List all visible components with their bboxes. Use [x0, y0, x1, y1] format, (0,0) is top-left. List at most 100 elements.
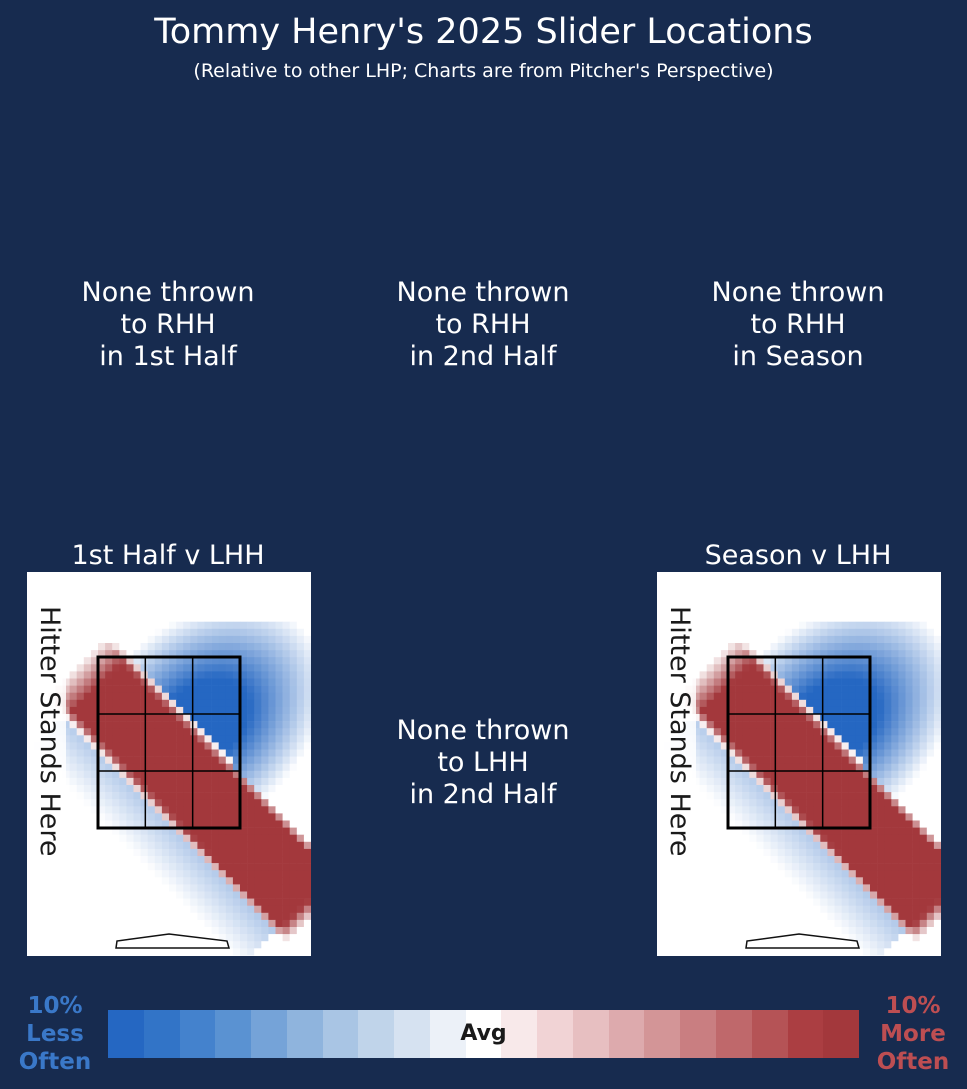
heatmap-cell: [870, 572, 878, 580]
heatmap-cell: [240, 898, 248, 906]
heatmap-cell: [841, 770, 849, 779]
heatmap-cell: [713, 614, 722, 622]
heatmap-cell: [877, 593, 885, 601]
heatmap-cell: [820, 948, 828, 956]
heatmap-cell: [147, 635, 156, 644]
heatmap-cell: [891, 863, 899, 871]
heatmap-cell: [891, 919, 899, 928]
heatmap-cell: [105, 927, 113, 935]
heatmap-cell: [777, 657, 786, 665]
heatmap-cell: [41, 941, 49, 949]
heatmap-cell: [848, 714, 857, 722]
heatmap-cell: [218, 621, 227, 630]
heatmap-cell: [905, 841, 913, 850]
heatmap-cell: [169, 635, 177, 644]
heatmap-cell: [919, 579, 928, 587]
heatmap-cell: [791, 621, 800, 630]
heatmap-cell: [232, 671, 241, 679]
heatmap-cell: [728, 678, 736, 686]
heatmap-cell: [261, 628, 269, 637]
heatmap-cell: [76, 884, 85, 892]
heatmap-cell: [763, 863, 771, 871]
heatmap-cell: [720, 770, 729, 779]
heatmap-cell: [799, 607, 807, 615]
heatmap-cell: [699, 792, 707, 800]
heatmap-cell: [218, 643, 227, 651]
heatmap-cell: [105, 735, 113, 743]
heatmap-cell: [27, 905, 35, 914]
heatmap-cell: [777, 827, 786, 835]
heatmap-cell: [275, 607, 283, 615]
heatmap-cell: [791, 586, 800, 594]
heatmap-cell: [706, 927, 715, 935]
heatmap-cell: [27, 799, 35, 807]
heatmap-cell: [877, 827, 885, 835]
heatmap-cell: [678, 579, 686, 587]
heatmap-cell: [69, 621, 77, 630]
heatmap-cell: [211, 692, 219, 701]
heatmap-cell: [197, 955, 205, 956]
heatmap-cell: [303, 799, 311, 807]
heatmap-cell: [756, 699, 764, 708]
heatmap-cell: [275, 898, 283, 906]
heatmap-cell: [720, 919, 729, 928]
heatmap-cell: [282, 607, 290, 615]
heatmap-cell: [870, 749, 878, 757]
heatmap-cell: [820, 749, 828, 757]
heatmap-cell: [69, 905, 77, 914]
heatmap-cell: [48, 579, 56, 587]
heatmap-cell: [813, 614, 821, 622]
heatmap-cell: [76, 955, 85, 956]
heatmap-cell: [820, 848, 828, 857]
heatmap-cell: [834, 792, 842, 800]
heatmap-cell: [190, 877, 198, 885]
heatmap-cell: [891, 927, 899, 935]
heatmap-cell: [204, 912, 212, 921]
heatmap-cell: [813, 806, 821, 814]
heatmap-cell: [770, 806, 778, 814]
heatmap-cell: [69, 870, 77, 878]
heatmap-cell: [282, 685, 290, 693]
heatmap-cell: [713, 692, 722, 701]
heatmap-cell: [855, 600, 864, 608]
heatmap-cell: [820, 856, 828, 864]
heatmap-cell: [841, 898, 849, 906]
heatmap-cell: [784, 614, 793, 622]
heatmap-cell: [183, 927, 191, 935]
heatmap-cell: [870, 856, 878, 864]
heatmap-cell: [912, 621, 920, 630]
heatmap-cell: [62, 621, 70, 630]
heatmap-cell: [898, 714, 906, 722]
heatmap-cell: [784, 742, 793, 750]
heatmap-cell: [183, 863, 191, 871]
heatmap-cell: [706, 934, 715, 942]
heatmap-cell: [62, 721, 70, 729]
heatmap-cell: [275, 643, 283, 651]
heatmap-cell: [735, 919, 743, 928]
heatmap-cell: [225, 763, 234, 772]
heatmap-cell: [76, 728, 85, 736]
heatmap-cell: [657, 572, 665, 580]
heatmap-cell: [784, 714, 793, 722]
heatmap-cell: [289, 813, 298, 821]
heatmap-cell: [218, 770, 227, 779]
heatmap-cell: [232, 685, 241, 693]
heatmap-cell: [254, 870, 262, 878]
heatmap-cell: [169, 763, 177, 772]
heatmap-cell: [55, 600, 63, 608]
heatmap-cell: [692, 898, 700, 906]
heatmap-cell: [820, 820, 828, 828]
heatmap-cell: [742, 884, 750, 892]
heatmap-cell: [713, 742, 722, 750]
heatmap-cell: [254, 763, 262, 772]
heatmap-cell: [147, 593, 156, 601]
heatmap-cell: [763, 643, 771, 651]
heatmap-cell: [161, 728, 170, 736]
heatmap-cell: [147, 777, 156, 786]
heatmap-cell: [268, 671, 276, 679]
heatmap-cell: [777, 572, 786, 580]
heatmap-cell: [98, 799, 106, 807]
heatmap-cell: [891, 841, 899, 850]
heatmap-cell: [169, 820, 177, 828]
legend-swatch: [108, 1010, 144, 1058]
